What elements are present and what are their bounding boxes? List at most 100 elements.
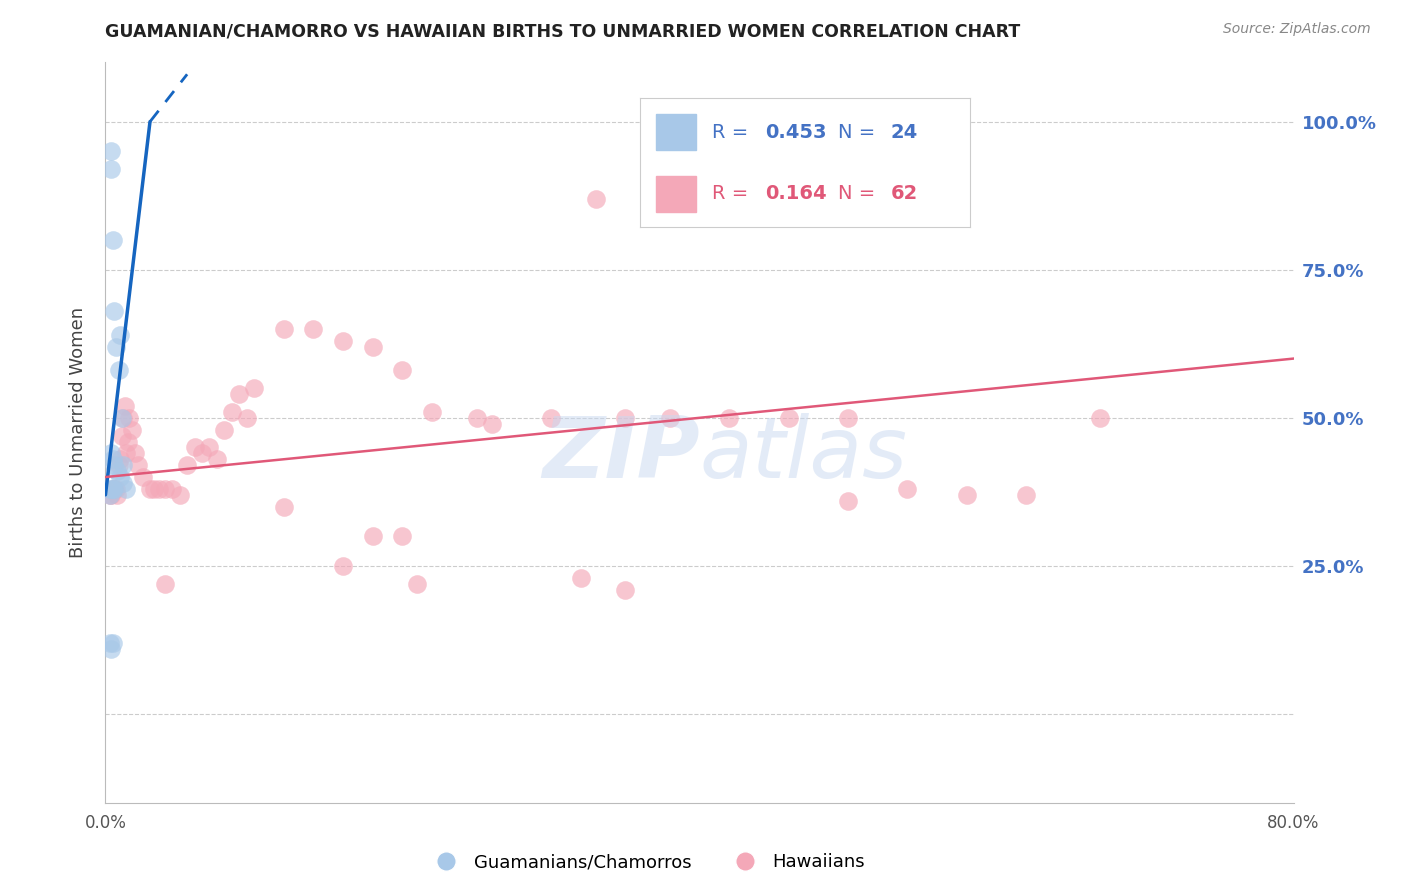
- Legend: Guamanians/Chamorros, Hawaiians: Guamanians/Chamorros, Hawaiians: [422, 847, 872, 879]
- Point: [112, 410, 135, 425]
- Point: [110, 327, 132, 342]
- Point: [273, 322, 295, 336]
- Point: [112, 475, 135, 490]
- Point: [361, 340, 384, 354]
- Point: [103, 482, 125, 496]
- Text: Source: ZipAtlas.com: Source: ZipAtlas.com: [1223, 22, 1371, 37]
- Point: [162, 482, 184, 496]
- Point: [1090, 410, 1112, 425]
- Point: [391, 363, 413, 377]
- Point: [121, 423, 143, 437]
- Bar: [657, 176, 696, 212]
- Point: [104, 340, 127, 354]
- Text: atlas: atlas: [700, 413, 907, 496]
- Point: [117, 434, 139, 449]
- Point: [228, 387, 250, 401]
- Point: [214, 423, 236, 437]
- Text: 0.164: 0.164: [765, 184, 827, 202]
- Point: [124, 446, 146, 460]
- Point: [956, 488, 979, 502]
- Point: [98, 636, 121, 650]
- Point: [614, 582, 637, 597]
- Point: [718, 410, 741, 425]
- Text: R =: R =: [713, 123, 755, 142]
- Point: [105, 488, 128, 502]
- Point: [183, 441, 205, 455]
- Point: [103, 304, 125, 318]
- Point: [273, 500, 295, 514]
- Point: [112, 458, 135, 473]
- Y-axis label: Births to Unmarried Women: Births to Unmarried Women: [69, 307, 87, 558]
- Text: N =: N =: [838, 123, 882, 142]
- Point: [131, 470, 153, 484]
- Text: 24: 24: [891, 123, 918, 142]
- Point: [191, 446, 214, 460]
- Point: [98, 488, 121, 502]
- Point: [569, 571, 592, 585]
- Point: [98, 482, 121, 496]
- Point: [465, 410, 488, 425]
- Point: [101, 482, 124, 496]
- Point: [101, 482, 124, 496]
- Point: [101, 452, 124, 467]
- Point: [98, 488, 121, 502]
- Point: [302, 322, 325, 336]
- Point: [100, 162, 122, 177]
- Point: [153, 576, 176, 591]
- Bar: [657, 113, 696, 150]
- Point: [205, 452, 228, 467]
- Point: [139, 482, 162, 496]
- Point: [127, 458, 149, 473]
- Point: [778, 410, 800, 425]
- Point: [108, 363, 131, 377]
- Point: [110, 470, 132, 484]
- Point: [540, 410, 562, 425]
- Point: [114, 399, 136, 413]
- Point: [108, 458, 131, 473]
- Point: [332, 334, 354, 348]
- Point: [101, 233, 124, 247]
- Point: [243, 381, 266, 395]
- Point: [1015, 488, 1038, 502]
- Text: 62: 62: [891, 184, 918, 202]
- Point: [100, 145, 122, 159]
- Point: [658, 410, 681, 425]
- Point: [614, 410, 637, 425]
- Point: [332, 558, 354, 573]
- Point: [101, 636, 124, 650]
- Point: [111, 428, 134, 442]
- Point: [198, 441, 221, 455]
- Point: [361, 529, 384, 543]
- Point: [103, 458, 125, 473]
- Point: [391, 529, 413, 543]
- Point: [481, 417, 503, 431]
- Point: [104, 482, 127, 496]
- Point: [100, 641, 122, 656]
- Point: [111, 410, 134, 425]
- Text: GUAMANIAN/CHAMORRO VS HAWAIIAN BIRTHS TO UNMARRIED WOMEN CORRELATION CHART: GUAMANIAN/CHAMORRO VS HAWAIIAN BIRTHS TO…: [105, 22, 1021, 40]
- Point: [221, 405, 243, 419]
- Point: [100, 482, 122, 496]
- Point: [148, 482, 170, 496]
- Text: R =: R =: [713, 184, 755, 202]
- Point: [176, 458, 198, 473]
- Point: [115, 446, 138, 460]
- Point: [420, 405, 443, 419]
- Point: [115, 482, 138, 496]
- Point: [896, 482, 918, 496]
- Text: N =: N =: [838, 184, 882, 202]
- Point: [118, 410, 141, 425]
- Point: [100, 488, 122, 502]
- Point: [105, 464, 128, 478]
- Text: ZIP: ZIP: [541, 413, 700, 496]
- Point: [235, 410, 257, 425]
- Point: [143, 482, 166, 496]
- Point: [406, 576, 429, 591]
- Point: [585, 192, 607, 206]
- Point: [100, 446, 122, 460]
- Text: 0.453: 0.453: [765, 123, 827, 142]
- Point: [153, 482, 176, 496]
- Point: [837, 410, 859, 425]
- Point: [837, 493, 859, 508]
- Point: [110, 452, 132, 467]
